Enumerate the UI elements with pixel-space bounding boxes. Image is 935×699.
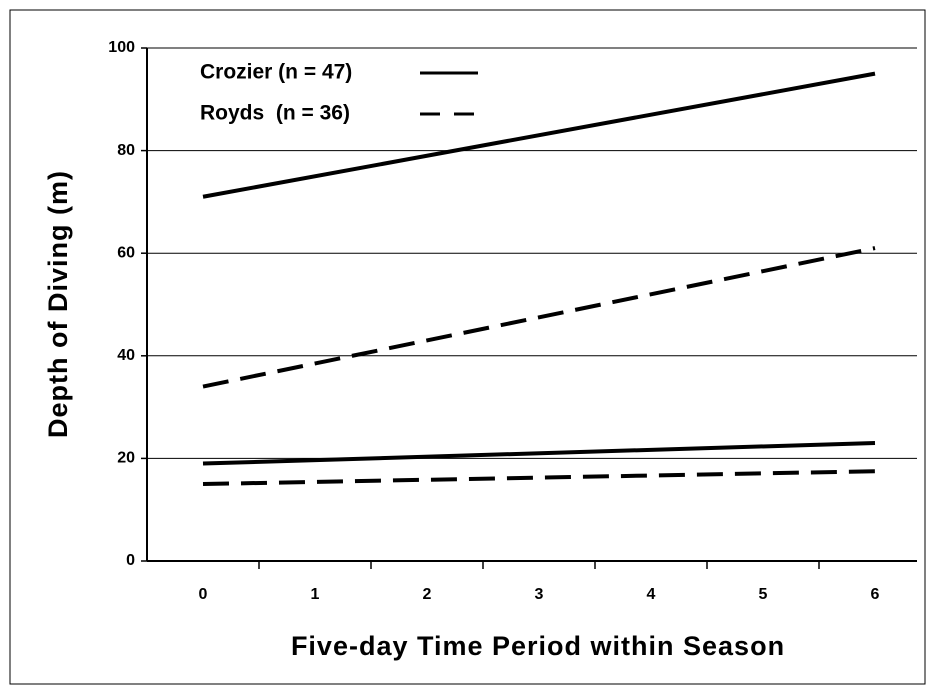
x-axis-title: Five-day Time Period within Season	[291, 631, 785, 661]
series-line	[202, 246, 876, 389]
legend-label: Royds (n = 36)	[200, 102, 350, 125]
legend-label: Crozier (n = 47)	[200, 61, 352, 84]
y-axis-title: Depth of Diving (m)	[43, 170, 73, 438]
x-tick-label: 2	[423, 586, 432, 603]
series-line	[202, 441, 876, 466]
series-line	[202, 469, 876, 487]
frame	[9, 9, 926, 685]
y-tick-label: 20	[117, 450, 135, 467]
y-tick-label: 0	[126, 552, 135, 569]
y-tick-label: 60	[117, 244, 135, 261]
y-tick-label: 80	[117, 142, 135, 159]
x-tick-label: 3	[535, 586, 544, 603]
x-tick-label: 1	[311, 586, 320, 603]
y-tick-label: 100	[108, 39, 135, 56]
x-tick-label: 4	[647, 586, 656, 603]
x-tick-label: 6	[871, 586, 880, 603]
x-tick-label: 0	[199, 586, 208, 603]
y-tick-label: 40	[117, 347, 135, 364]
series-line	[202, 71, 876, 199]
x-tick-label: 5	[759, 586, 768, 603]
